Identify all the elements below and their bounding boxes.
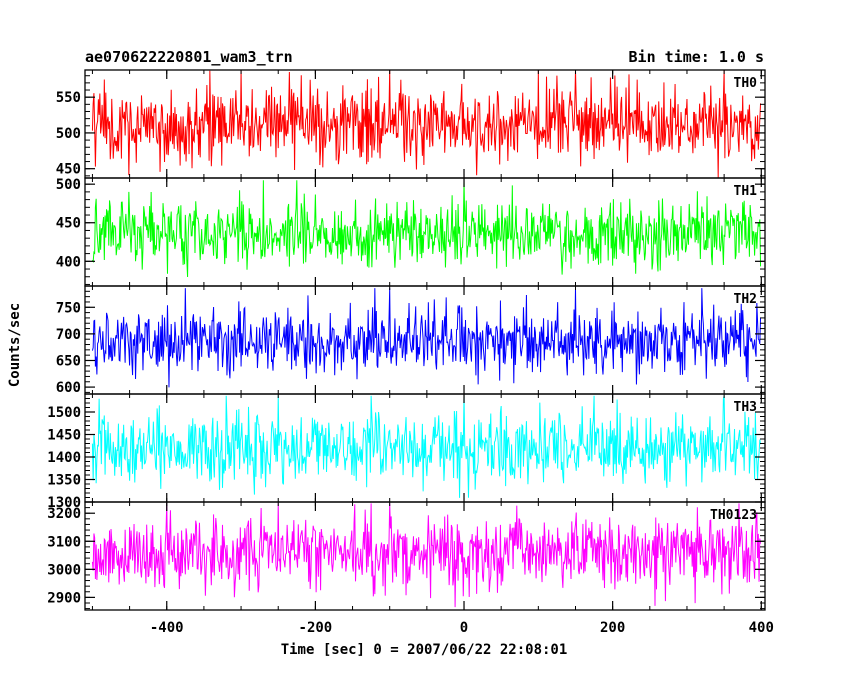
panel-label-th1: TH1 bbox=[734, 184, 758, 199]
x-tick-label: 0 bbox=[460, 620, 468, 636]
x-tick-label: 400 bbox=[749, 620, 774, 636]
series-line-th0123 bbox=[91, 503, 762, 608]
y-tick-label: 3000 bbox=[47, 562, 81, 578]
y-tick-label: 1450 bbox=[47, 428, 81, 444]
y-tick-label: 450 bbox=[56, 216, 81, 232]
y-tick-label: 400 bbox=[56, 254, 81, 270]
panel-th0: 450 500 550 TH0 bbox=[56, 69, 766, 179]
y-tick-label: 1500 bbox=[47, 405, 81, 421]
y-tick-label: 550 bbox=[56, 90, 81, 106]
y-tick-label: 1400 bbox=[47, 450, 81, 466]
panel-frame bbox=[84, 501, 766, 611]
panel-label-th3: TH3 bbox=[734, 400, 757, 415]
series-line-th2 bbox=[91, 288, 762, 388]
panel-th1: 400 450 500 TH1 bbox=[56, 177, 766, 287]
y-tick-label: 3200 bbox=[47, 506, 81, 522]
x-axis: -400 -200 0 200 400 bbox=[150, 620, 774, 636]
chart-title-left: ae070622220801_wam3_trn bbox=[85, 48, 293, 66]
y-tick-label: 600 bbox=[56, 380, 81, 396]
y-axis-label: Counts/sec bbox=[7, 303, 23, 387]
series-line-th3 bbox=[91, 395, 762, 498]
y-tick-label: 1300 bbox=[47, 495, 81, 511]
chart-title-right: Bin time: 1.0 s bbox=[629, 48, 764, 66]
y-tick-label: 1350 bbox=[47, 473, 81, 489]
panel-th2: 600 650 700 750 TH2 bbox=[56, 285, 766, 396]
series-line-th1 bbox=[91, 180, 762, 278]
y-tick-label: 750 bbox=[56, 300, 81, 316]
x-tick-label: 200 bbox=[600, 620, 625, 636]
y-tick-label: 650 bbox=[56, 353, 81, 369]
x-tick-label: -400 bbox=[150, 620, 184, 636]
series-line-th0 bbox=[91, 70, 762, 178]
y-tick-label: 500 bbox=[56, 177, 81, 193]
y-tick-label: 450 bbox=[56, 162, 81, 178]
panel-th3: 1300 1350 1400 1450 1500 TH3 bbox=[47, 393, 766, 511]
y-tick-label: 500 bbox=[56, 126, 81, 142]
panel-label-th0123: TH0123 bbox=[710, 508, 757, 523]
y-tick-label: 3100 bbox=[47, 534, 81, 550]
x-axis-label: Time [sec] 0 = 2007/06/22 22:08:01 bbox=[281, 642, 568, 658]
panel-th0123: 2900 3000 3100 3200 TH0123 bbox=[47, 501, 766, 611]
y-tick-label: 2900 bbox=[47, 590, 81, 606]
y-tick-label: 700 bbox=[56, 327, 81, 343]
panel-label-th2: TH2 bbox=[734, 292, 757, 307]
x-tick-label: -200 bbox=[299, 620, 333, 636]
panel-label-th0: TH0 bbox=[734, 76, 758, 91]
